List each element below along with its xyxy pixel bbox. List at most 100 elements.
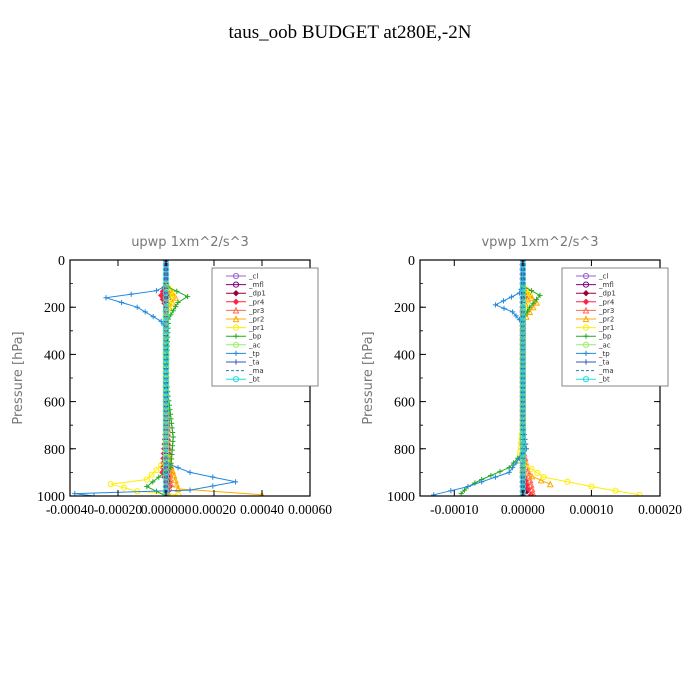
data-point-bp xyxy=(170,434,176,440)
data-point-bp xyxy=(472,480,478,486)
data-point-pr2 xyxy=(169,467,177,475)
data-point-tp xyxy=(492,474,499,480)
data-point-tp xyxy=(134,304,140,310)
data-point-pr2 xyxy=(537,476,545,484)
data-point-pr1 xyxy=(612,487,619,494)
data-point-bp xyxy=(461,487,468,493)
data-point-bp xyxy=(170,429,176,436)
legend-label-pr3: _pr3 xyxy=(598,307,614,315)
data-point-tp xyxy=(500,298,507,304)
data-point-bp xyxy=(168,420,175,426)
data-point-pr3 xyxy=(526,476,534,484)
data-point-bp xyxy=(156,474,162,480)
data-point-pr2 xyxy=(526,308,534,316)
legend-label-cl: _cl xyxy=(248,273,258,281)
legend-label-pr4: _pr4 xyxy=(598,298,615,306)
data-point-tp xyxy=(509,309,516,315)
legend-label-cl: _cl xyxy=(598,273,608,281)
data-point-bp xyxy=(169,425,175,431)
data-point-bp xyxy=(170,438,176,444)
legend-marker-pr3 xyxy=(232,306,240,314)
x-tick-label: -0.00010 xyxy=(430,502,479,517)
legend-label-pr1: _pr1 xyxy=(248,324,264,332)
data-point-pr1 xyxy=(120,484,128,491)
legend-label-bt: _bt xyxy=(598,376,610,384)
legend: _cl_mfl_dp1_pr4_pr3_pr2_pr1_bp_ac_tp_ta_… xyxy=(211,267,319,387)
x-tick-label: 0.00020 xyxy=(192,502,236,517)
data-point-bp xyxy=(488,472,494,479)
data-point-tp xyxy=(513,460,519,466)
data-point-pr1 xyxy=(564,478,571,485)
legend-label-pr2: _pr2 xyxy=(598,316,614,324)
legend-label-tp: _tp xyxy=(598,350,610,358)
data-point-bp xyxy=(527,304,533,310)
panel-2: vpwp 1xm^2/s^3 Pressure [hPa] 0 200 400 600 80… xyxy=(361,235,682,517)
x-tick-label: -0.00020 xyxy=(94,502,143,517)
legend-marker-tp xyxy=(233,350,239,356)
legend-label-ta: _ta xyxy=(248,359,260,367)
data-point-pr3 xyxy=(524,467,532,475)
data-point-bp xyxy=(169,443,176,449)
legend-marker-ac xyxy=(232,341,240,348)
data-point-bp xyxy=(528,288,535,294)
data-point-bp xyxy=(169,451,175,458)
figure-title: taus_oob BUDGET at280E,-2N xyxy=(228,22,472,43)
data-point-bp xyxy=(497,469,503,475)
legend-marker-pr4 xyxy=(232,298,240,305)
legend-marker-pr1 xyxy=(582,324,590,331)
data-point-pr1 xyxy=(158,462,165,469)
data-point-pr1 xyxy=(148,471,155,478)
legend-marker-ta xyxy=(583,359,589,365)
legend-marker-bp xyxy=(583,333,589,339)
data-point-tp xyxy=(128,291,134,297)
data-point-bp xyxy=(168,456,175,462)
x-tick-label: 0.000000 xyxy=(141,502,192,517)
data-point-tp xyxy=(465,483,471,490)
data-point-tp xyxy=(431,492,437,496)
y-axis-label: Pressure [hPa] xyxy=(11,331,26,424)
legend-marker-dp1 xyxy=(582,290,590,297)
data-point-bp xyxy=(169,447,175,453)
y-tick-label: 0 xyxy=(408,254,415,269)
data-point-bp xyxy=(168,312,174,318)
data-point-pr2 xyxy=(533,298,540,306)
legend-label-ac: _ac xyxy=(248,341,261,349)
data-point-tp xyxy=(175,465,181,471)
panel-1: upwp 1xm^2/s^3 Pressure [hPa] 0 200 400 600 80… xyxy=(11,235,332,517)
data-point-bp xyxy=(537,292,543,298)
data-point-pr1 xyxy=(534,469,541,477)
legend-label-ma: _ma xyxy=(248,367,264,375)
data-point-bp xyxy=(173,304,179,310)
data-point-bp xyxy=(175,299,181,306)
data-point-pr2 xyxy=(174,485,182,493)
legend-marker-pr2 xyxy=(232,315,240,323)
data-point-pr2 xyxy=(546,480,554,488)
legend-label-pr2: _pr2 xyxy=(248,316,264,324)
y-tick-label: 400 xyxy=(44,348,65,363)
data-point-pr2 xyxy=(167,462,175,470)
legend-marker-bt xyxy=(232,376,240,383)
data-point-bp xyxy=(458,491,464,496)
legend-label-pr4: _pr4 xyxy=(248,298,265,306)
legend-label-dp1: _dp1 xyxy=(598,290,616,298)
data-point-tp xyxy=(492,302,499,308)
data-point-bp xyxy=(170,308,176,314)
legend-label-pr3: _pr3 xyxy=(248,307,264,315)
y-tick-label: 600 xyxy=(394,396,415,411)
legend-label-pr1: _pr1 xyxy=(598,324,614,332)
series-line-tp xyxy=(74,285,236,496)
legend-label-bt: _bt xyxy=(248,376,260,384)
data-point-tp xyxy=(506,469,512,475)
legend-label-ma: _ma xyxy=(598,367,614,375)
data-point-tp xyxy=(448,488,454,494)
data-point-pr2 xyxy=(173,480,181,488)
legend-label-mfl: _mfl xyxy=(598,281,614,289)
legend-label-ac: _ac xyxy=(598,341,611,349)
data-point-pr1 xyxy=(540,474,547,481)
legend-marker-tp xyxy=(583,350,589,356)
data-point-pr2 xyxy=(171,476,179,484)
data-point-bp xyxy=(168,416,174,422)
legend-marker-pr3 xyxy=(582,306,590,314)
data-point-bp xyxy=(144,483,150,490)
